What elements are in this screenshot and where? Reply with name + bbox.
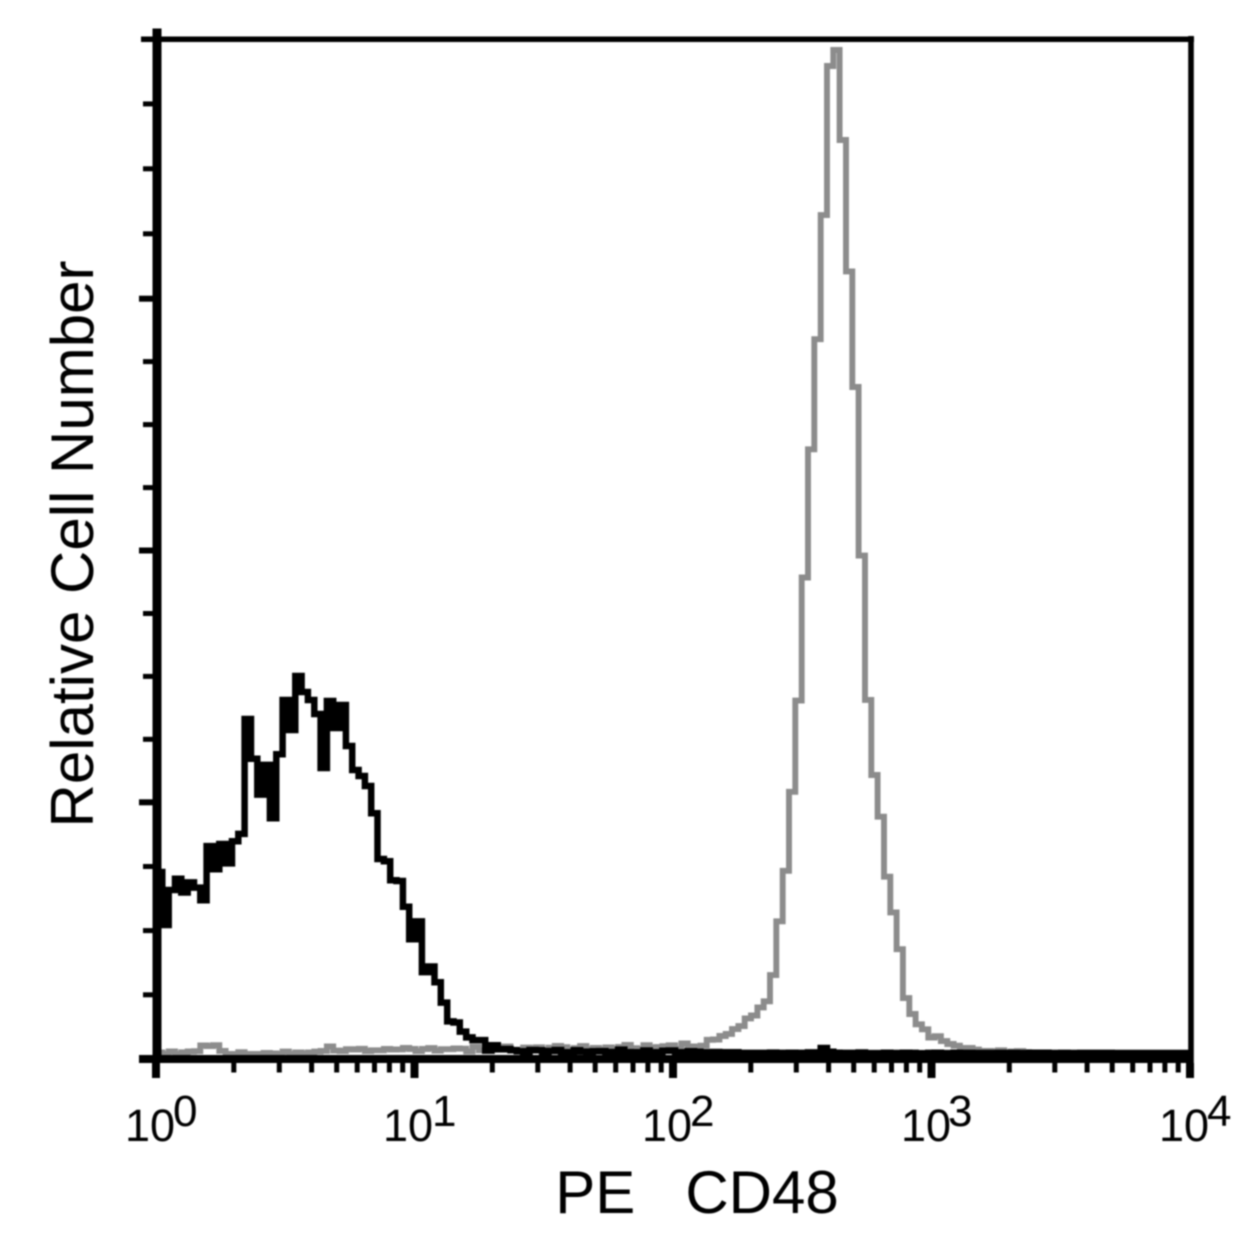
svg-text:3: 3 — [948, 1087, 972, 1136]
svg-text:2: 2 — [690, 1087, 714, 1136]
svg-text:10: 10 — [383, 1100, 433, 1151]
svg-text:10: 10 — [642, 1100, 692, 1151]
svg-text:10: 10 — [125, 1100, 175, 1151]
svg-text:4: 4 — [1207, 1087, 1231, 1136]
svg-text:0: 0 — [173, 1087, 197, 1136]
svg-text:Relative Cell Number: Relative Cell Number — [39, 261, 106, 828]
svg-text:PE CD48: PE CD48 — [555, 1159, 838, 1226]
svg-text:10: 10 — [901, 1100, 951, 1151]
svg-text:10: 10 — [1159, 1100, 1209, 1151]
svg-text:1: 1 — [432, 1087, 456, 1136]
